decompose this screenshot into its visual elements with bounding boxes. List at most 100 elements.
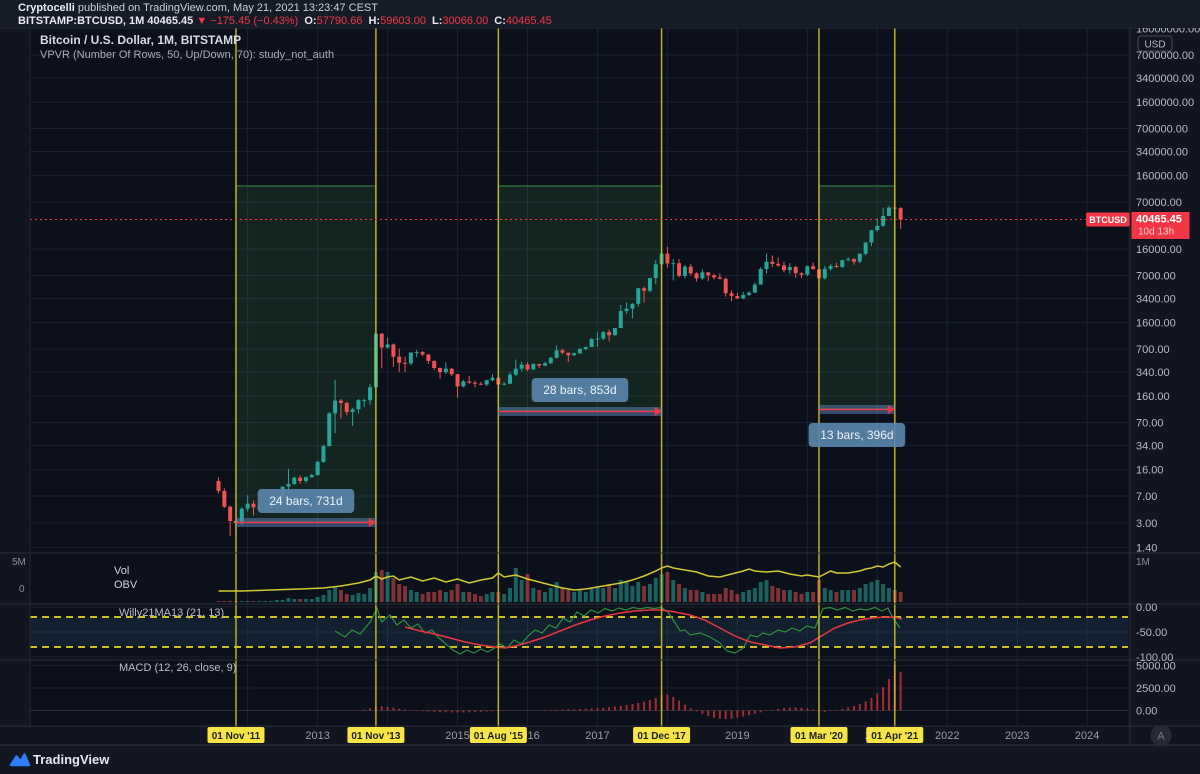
obv-legend[interactable]: OBV xyxy=(114,579,138,591)
symbol-tag-text: BTCUSD xyxy=(1089,215,1127,225)
volume-bar xyxy=(863,584,868,602)
price-tick-label: 160000.00 xyxy=(1136,171,1188,183)
candle-body xyxy=(403,362,408,364)
willy-legend[interactable]: Willy21MA13 (21, 13) xyxy=(119,607,225,619)
chart-legend-title[interactable]: Bitcoin / U.S. Dollar, 1M, BITSTAMP xyxy=(40,33,242,47)
candle xyxy=(642,286,647,303)
candle-body xyxy=(671,263,676,265)
volume-bar xyxy=(752,588,757,602)
price-tick-label: 70.00 xyxy=(1136,418,1164,430)
volume-bar xyxy=(787,590,792,602)
candle-body xyxy=(484,380,489,385)
candle xyxy=(478,381,483,386)
volume-bar xyxy=(642,586,647,602)
price-change: −175.45 (−0.43%) xyxy=(210,15,299,27)
year-label: 2017 xyxy=(585,730,609,742)
candle-body xyxy=(881,215,886,226)
candle-body xyxy=(467,381,472,383)
candle xyxy=(542,361,547,367)
date-marker-badge[interactable]: 01 Aug '15 xyxy=(469,727,527,743)
candle-body xyxy=(443,368,448,373)
candle-body xyxy=(379,333,384,348)
time-axis[interactable]: 2012201320142015201620172018201920202021… xyxy=(207,727,1099,743)
volume-bar xyxy=(502,594,507,602)
candle xyxy=(443,362,448,374)
tradingview-brand[interactable]: TradingView xyxy=(33,752,110,767)
candle xyxy=(741,291,746,300)
price-tick-label: 340.00 xyxy=(1136,367,1170,379)
candle-body xyxy=(298,477,303,481)
volume-bar xyxy=(688,590,693,602)
last-price-tag-value: 40465.45 xyxy=(1136,213,1182,225)
candle-body xyxy=(303,477,308,481)
volume-bar xyxy=(350,595,355,602)
range-label-badge[interactable] xyxy=(808,423,906,447)
volume-bar xyxy=(397,584,402,602)
price-tick-label: 34.00 xyxy=(1136,441,1164,453)
candle xyxy=(612,328,617,336)
volume-bar xyxy=(327,590,332,602)
volume-bar xyxy=(653,578,658,602)
volume-bar xyxy=(525,574,530,602)
candle-body xyxy=(694,273,699,279)
candle xyxy=(793,265,798,278)
candle xyxy=(886,205,891,217)
date-marker-badge[interactable]: 01 Nov '13 xyxy=(347,727,405,743)
volume-bar xyxy=(508,588,512,602)
candle xyxy=(228,505,233,536)
candle-body xyxy=(618,311,623,329)
high-value: 59603.00 xyxy=(380,15,426,27)
candle xyxy=(811,262,816,270)
date-marker-badge[interactable]: 01 Dec '17 xyxy=(633,727,691,743)
volume-bar xyxy=(426,592,431,602)
candle-body xyxy=(228,506,233,521)
date-marker-badge[interactable]: 01 Mar '20 xyxy=(790,727,848,743)
volume-bar xyxy=(636,582,641,602)
volume-bar xyxy=(758,582,763,602)
date-badge-text: 01 Nov '11 xyxy=(212,731,261,742)
range-label-text: 13 bars, 396d xyxy=(820,428,893,442)
axis-settings-button[interactable]: A xyxy=(1150,725,1172,746)
candle xyxy=(822,265,827,280)
candle xyxy=(356,399,361,414)
range-arrowhead-icon xyxy=(887,405,895,414)
range-label-badge[interactable] xyxy=(257,489,355,513)
range-label-badge[interactable] xyxy=(531,378,629,402)
candle-body xyxy=(385,344,390,348)
volume-bar xyxy=(280,600,285,602)
candle-body xyxy=(542,363,547,366)
candle xyxy=(857,253,862,263)
volume-bar xyxy=(222,601,227,602)
volume-bar xyxy=(618,580,623,602)
candle xyxy=(344,402,349,416)
volume-bar xyxy=(542,592,547,602)
candle xyxy=(216,477,221,494)
date-marker-badge[interactable]: 01 Nov '11 xyxy=(207,727,265,743)
volume-bar xyxy=(677,584,682,602)
volume-bar xyxy=(822,588,827,602)
chart-legend-study[interactable]: VPVR (Number Of Rows, 50, Up/Down, 70): … xyxy=(40,49,335,61)
candle-body xyxy=(717,277,722,279)
candle-body xyxy=(770,261,775,264)
macd-legend[interactable]: MACD (12, 26, close, 9) xyxy=(119,662,237,674)
date-badge-bg xyxy=(347,727,405,743)
volume-bar xyxy=(799,594,804,602)
candle xyxy=(426,353,431,364)
date-badge-bg xyxy=(633,727,691,743)
candle xyxy=(758,267,763,285)
candle-body xyxy=(426,354,431,361)
tradingview-logo-icon[interactable] xyxy=(9,751,31,769)
candle xyxy=(473,380,478,388)
candle xyxy=(636,287,641,307)
volume-bar xyxy=(478,596,483,602)
candle xyxy=(607,329,612,342)
volume-bar xyxy=(548,588,553,602)
volume-bar xyxy=(811,592,816,602)
price-axis[interactable]: 16000000.007000000.003400000.001600000.0… xyxy=(1131,24,1200,718)
candle xyxy=(735,292,740,300)
date-marker-badge[interactable]: 01 Apr '21 xyxy=(866,727,924,743)
volume-legend[interactable]: Vol xyxy=(114,565,130,577)
event-lines-layer xyxy=(235,28,896,727)
currency-badge[interactable]: USD xyxy=(1137,35,1173,52)
